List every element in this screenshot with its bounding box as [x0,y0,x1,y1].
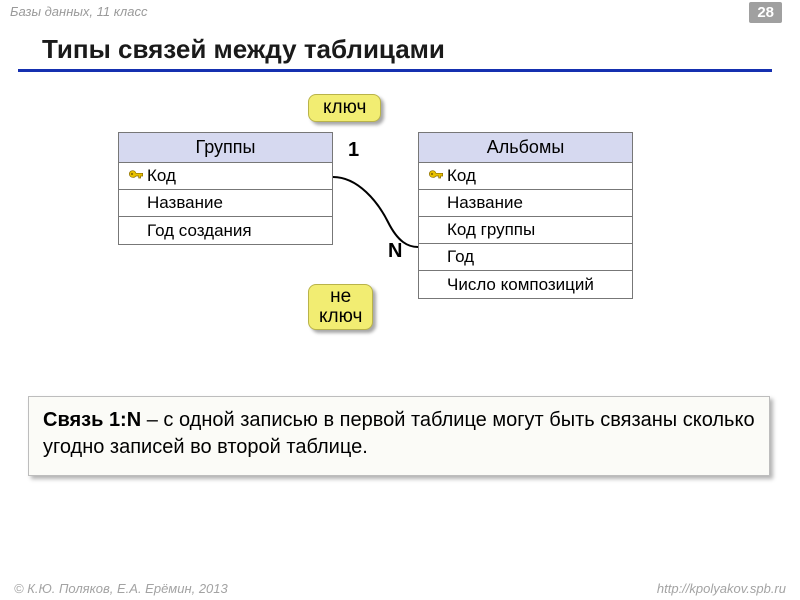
field-name: Код [147,166,176,186]
breadcrumb: Базы данных, 11 класс [10,4,147,19]
key-icon-cell [125,168,147,184]
table-row: Код группы [419,217,632,244]
cardinality-n: N [388,240,402,263]
label-key: ключ [308,94,381,122]
field-name: Год создания [147,221,252,241]
table-albums: Альбомы Код Название Код группы Год Число ко… [418,132,633,299]
table-row: Год создания [119,217,332,244]
field-name: Число композиций [447,275,594,295]
table-row: Код [419,163,632,190]
field-name: Код группы [447,220,535,240]
table-row: Код [119,163,332,190]
page-number: 28 [749,2,782,23]
key-icon [128,168,144,184]
label-not-key-line2: ключ [319,306,362,327]
key-icon-cell [425,168,447,184]
field-name: Код [447,166,476,186]
field-name: Год [447,247,474,267]
table-row: Год [419,244,632,271]
copyright: © К.Ю. Поляков, Е.А. Ерёмин, 2013 [14,581,228,596]
table-row: Название [119,190,332,217]
key-icon [428,168,444,184]
table-header: Альбомы [419,133,632,163]
definition-term: Связь 1:N [43,409,141,431]
table-row: Название [419,190,632,217]
label-not-key: не ключ [308,284,373,330]
definition-text: – с одной записью в первой таблице могут… [43,409,755,458]
label-not-key-line1: не [330,286,351,307]
table-groups: Группы Код Название Год создания [118,132,333,245]
cardinality-one: 1 [348,139,359,162]
field-name: Название [147,193,223,213]
source-url: http://kpolyakov.spb.ru [657,581,786,596]
table-header: Группы [119,133,332,163]
definition-box: Связь 1:N – с одной записью в первой таб… [28,396,770,476]
table-row: Число композиций [419,271,632,298]
relationship-diagram: ключ Группы Код Название Год создания Альб… [18,82,778,382]
field-name: Название [447,193,523,213]
page-title: Типы связей между таблицами [18,28,772,72]
